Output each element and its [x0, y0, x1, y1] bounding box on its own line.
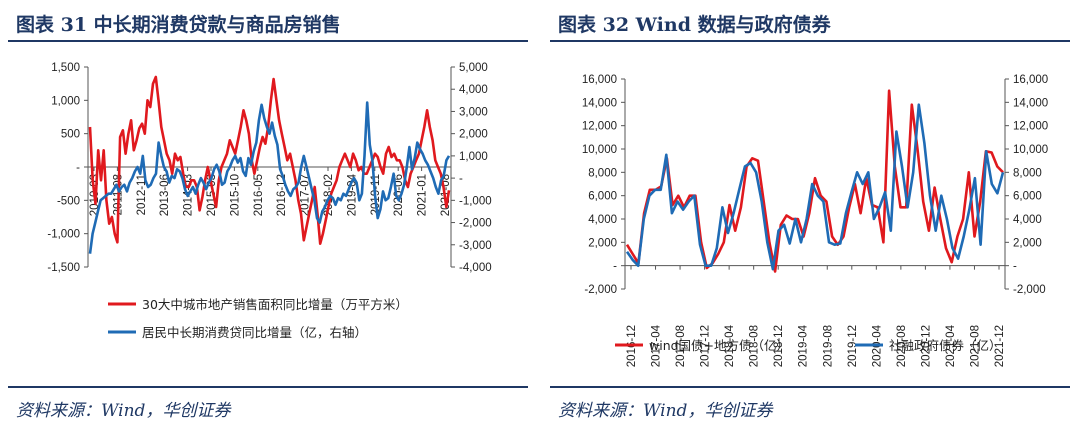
title-rule: [550, 40, 1070, 42]
left-tick-label: 2,000: [588, 237, 617, 249]
right-tick-label: 4,000: [1013, 214, 1042, 226]
series-line-2: [88, 101, 451, 254]
title-rule: [8, 40, 528, 42]
left-tick-label: 500: [61, 129, 80, 141]
right-tick-label: 12,000: [1013, 121, 1048, 133]
left-tick-label: 10,000: [582, 144, 617, 156]
right-tick-label: 4,000: [459, 84, 488, 96]
right-tick-label: -3,000: [459, 240, 492, 252]
x-tick-label: 2015-10: [229, 174, 241, 216]
left-tick-label: -1,500: [47, 262, 80, 274]
x-tick-label: 2019-08: [822, 325, 834, 367]
right-tick-label: 1,000: [459, 151, 488, 163]
right-tick-label: 6,000: [1013, 191, 1042, 203]
left-tick-label: 12,000: [582, 121, 617, 133]
source-rule: [550, 386, 1070, 388]
left-tick-label: 14,000: [582, 97, 617, 109]
x-tick-label: 2017-04: [651, 324, 663, 367]
x-tick-label: 2021-08: [969, 325, 981, 367]
source-rule: [8, 386, 528, 388]
x-tick-label: 2016-12: [276, 174, 288, 216]
right-tick-label: 2,000: [1013, 237, 1042, 249]
x-tick-label: 2017-12: [700, 325, 712, 367]
legend-label: 社融政府债券（亿）: [889, 338, 1002, 353]
legend-label: 30大中城市地产销售面积同比增量（万平方米）: [142, 297, 408, 312]
x-tick-label: 2018-04: [724, 324, 736, 367]
series-line-1: [625, 89, 1004, 273]
x-tick-label: 2019-04: [798, 324, 810, 367]
chart-panel-32: 图表 32 Wind 数据与政府债券 16,000 14,000 12,000 10,…: [550, 0, 1075, 432]
x-tick-label: 2017-07: [300, 174, 312, 216]
right-tick-label: 3,000: [459, 106, 488, 118]
x-tick-label: 2021-12: [994, 325, 1006, 367]
left-tick-label: 6,000: [588, 191, 617, 203]
source-note: 资料来源：Wind，华创证券: [558, 401, 773, 421]
x-tick-label: 2020-12: [920, 325, 932, 367]
legend-label: 居民中长期消费贷同比增量（亿，右轴）: [142, 325, 367, 340]
left-tick-label: 1,000: [51, 95, 80, 107]
x-tick-label: 2018-12: [773, 325, 785, 367]
chart-title: 图表 32 Wind 数据与政府债券: [558, 14, 831, 36]
right-tick-label: -2,000: [1013, 284, 1046, 296]
right-tick-label: 8,000: [1013, 167, 1042, 179]
chart-title: 图表 31 中长期消费贷款与商品房销售: [16, 14, 341, 36]
x-tick-label: 2013-06: [159, 174, 171, 216]
x-tick-label: 2021-04: [945, 324, 957, 367]
chart-panel-31: 图表 31 中长期消费贷款与商品房销售 1,500 1,000 500- -500 -1…: [8, 0, 533, 432]
x-tick-label: 2018-08: [749, 325, 761, 367]
left-tick-label: 8,000: [588, 167, 617, 179]
x-tick-label: 2016-05: [253, 174, 265, 216]
right-tick-label: 5,000: [459, 62, 488, 74]
x-tick-label: 2012-11: [136, 174, 148, 215]
right-tick-label: -2,000: [459, 218, 492, 230]
x-tick-label: 2020-08: [896, 325, 908, 367]
right-tick-label: 14,000: [1013, 97, 1048, 109]
right-tick-label: 10,000: [1013, 144, 1048, 156]
legend-label: wind国债+地方债（亿）: [649, 338, 789, 353]
left-tick-label: -: [76, 162, 80, 174]
x-tick-label: 2020-06: [393, 174, 405, 216]
x-tick-label: 2019-12: [847, 325, 859, 367]
right-tick-label: -: [459, 173, 463, 185]
left-tick-label: 4,000: [588, 214, 617, 226]
right-tick-label: 16,000: [1013, 74, 1048, 86]
left-tick-label: 1,500: [51, 62, 80, 74]
right-tick-label: -1,000: [459, 195, 492, 207]
left-tick-label: -2,000: [584, 284, 617, 296]
source-note: 资料来源：Wind，华创证券: [16, 401, 231, 421]
left-tick-label: -1,000: [47, 229, 80, 241]
right-tick-label: 2,000: [459, 129, 488, 141]
series-line-1: [88, 75, 451, 245]
line-chart-32: 16,000 14,000 12,000 10,000 8,000 6,000 4,000 2…: [582, 74, 1048, 367]
left-tick-label: -500: [57, 195, 80, 207]
right-tick-label: -4,000: [459, 262, 492, 274]
right-tick-label: -: [1013, 261, 1017, 273]
left-tick-label: 16,000: [582, 74, 617, 86]
line-chart-31: 1,5001,000500--500-1,000-1,5005,0004,000…: [47, 62, 492, 340]
x-tick-label: 2017-08: [675, 325, 687, 367]
series-line-2: [625, 103, 1005, 271]
left-tick-label: -: [613, 261, 617, 273]
x-tick-label: 2021-01: [417, 174, 429, 216]
